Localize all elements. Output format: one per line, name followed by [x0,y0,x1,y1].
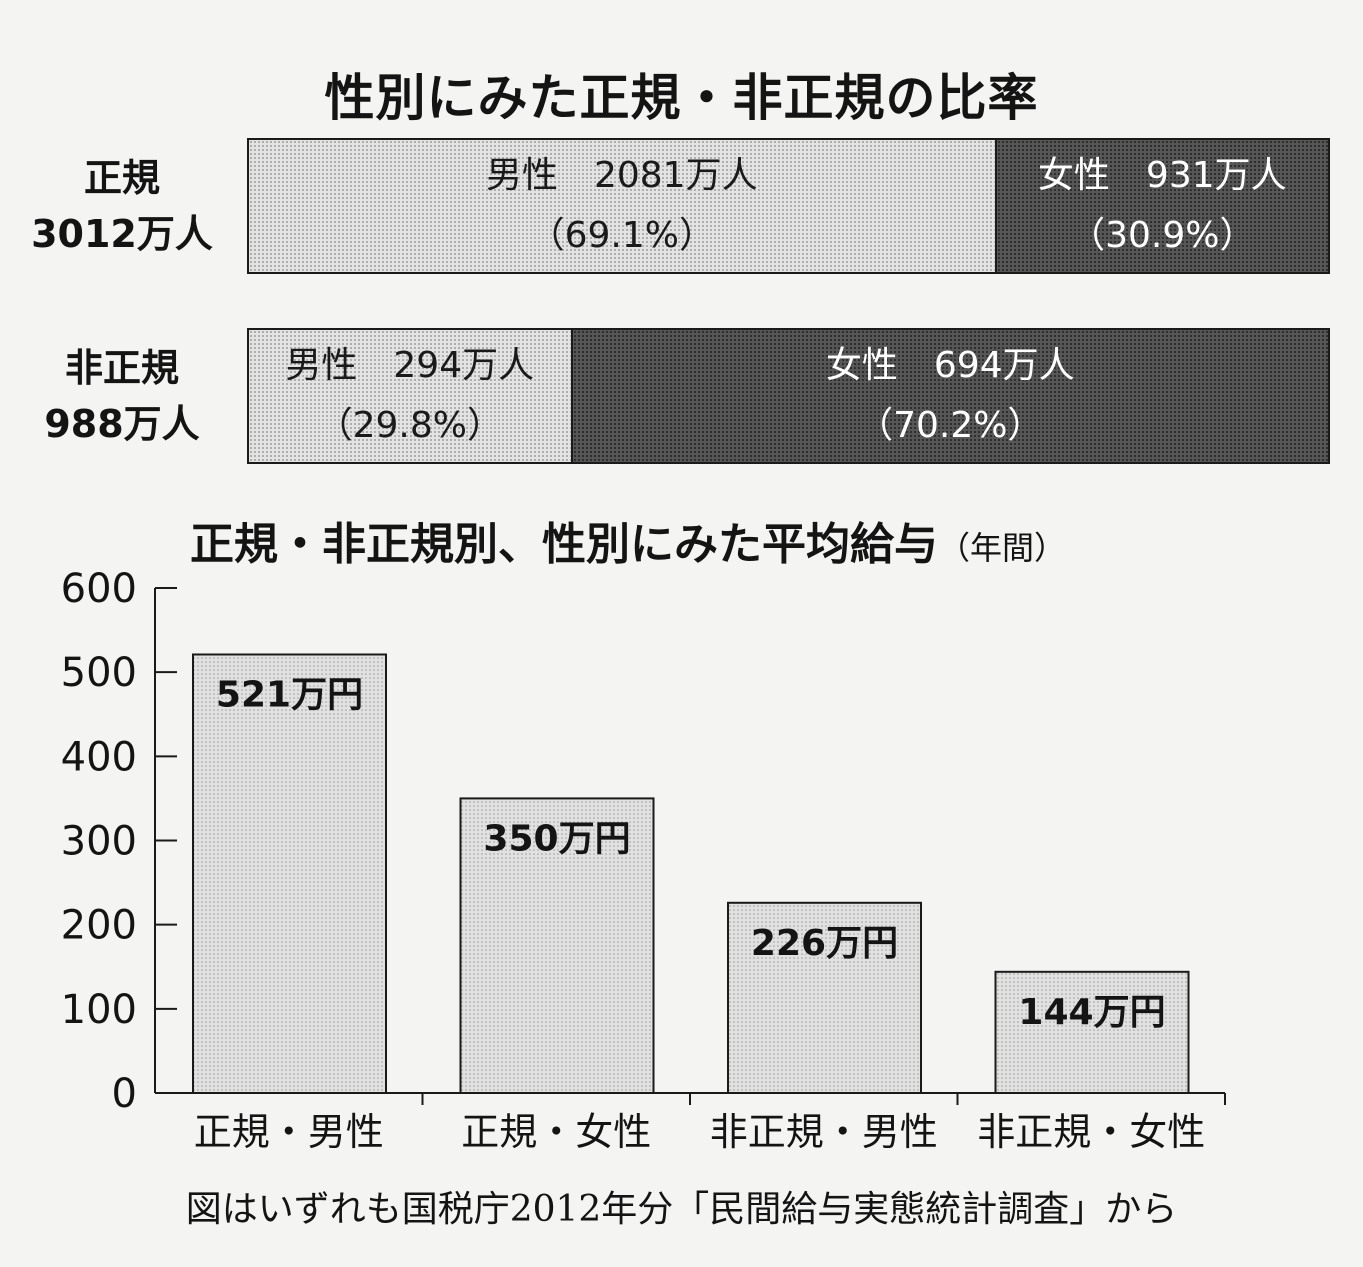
bar-1 [459,797,655,1095]
bar-0 [192,653,387,1094]
y-tick-label-4: 400 [61,734,137,780]
bar-chart-title-unit: （年間） [938,529,1067,567]
row-label-regular-total: 3012万人 [31,212,213,256]
y-tick-label-3: 300 [61,819,137,865]
segment-label: 男性 2081万人 [485,155,758,196]
x-tick-label-3: 非正規・女性 [977,1110,1205,1154]
share-segment-regular-male: 男性 2081万人 （69.1%） [249,140,995,272]
data-label-1: 350万円 [483,818,630,859]
segment-label: 女性 694万人 [825,345,1075,386]
segment-label: 男性 294万人 [285,345,535,386]
segment-percent: （69.1%） [528,215,715,256]
bar-chart-title: 正規・非正規別、性別にみた平均給与（年間） [190,508,1066,572]
bar-chart-title-main: 正規・非正規別、性別にみた平均給与 [190,519,938,570]
source-note: 図はいずれも国税庁2012年分「民間給与実態統計調査」から [185,1189,1178,1230]
segment-percent: （30.9%） [1069,215,1256,256]
y-tick-label-6: 600 [61,566,137,612]
row-label-nonregular: 非正規 988万人 [22,340,222,452]
x-tick-label-1: 正規・女性 [461,1110,651,1154]
segment-percent: （70.2%） [857,405,1044,446]
x-tick-label-2: 非正規・男性 [710,1110,938,1154]
data-label-3: 144万円 [1018,992,1165,1033]
x-tick-label-0: 正規・男性 [194,1110,384,1154]
segment-label: 女性 931万人 [1037,155,1287,196]
share-segment-nonregular-male: 男性 294万人 （29.8%） [249,330,571,462]
segment-percent: （29.8%） [316,405,503,446]
share-bar-nonregular: 男性 294万人 （29.8%） 女性 694万人 （70.2%） [247,328,1330,464]
y-tick-label-2: 200 [61,903,137,949]
share-segment-regular-female: 女性 931万人 （30.9%） [994,140,1328,272]
share-segment-nonregular-female: 女性 694万人 （70.2%） [570,330,1328,462]
bar-3 [994,970,1190,1094]
data-label-0: 521万円 [216,674,363,715]
y-tick-label-5: 500 [61,650,137,696]
row-label-regular: 正規 3012万人 [22,150,222,262]
data-label-2: 226万円 [751,923,898,964]
share-bar-regular: 男性 2081万人 （69.1%） 女性 931万人 （30.9%） [247,138,1330,274]
y-tick-label-0: 0 [112,1071,137,1117]
row-label-regular-name: 正規 [83,156,160,200]
row-label-nonregular-total: 988万人 [44,402,200,446]
top-chart-title: 性別にみた正規・非正規の比率 [324,69,1039,127]
bar-2 [727,901,922,1094]
row-label-nonregular-name: 非正規 [64,346,179,390]
y-tick-label-1: 100 [61,987,137,1033]
